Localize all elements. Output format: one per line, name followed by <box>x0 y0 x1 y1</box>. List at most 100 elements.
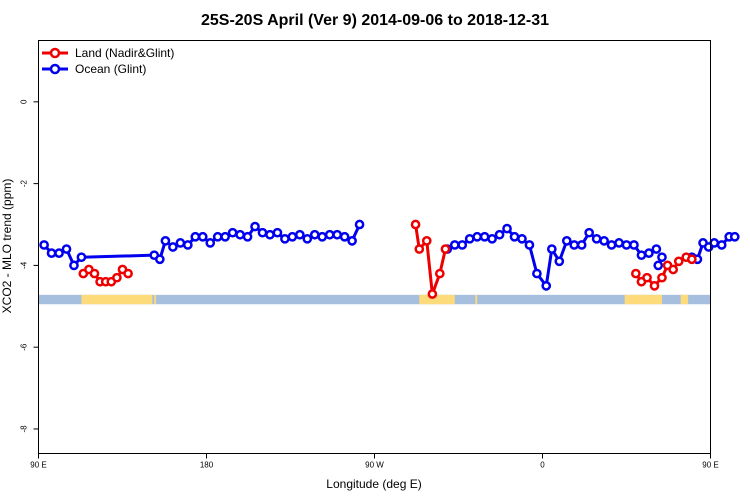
ocean-data-point <box>614 238 624 248</box>
ocean-data-point <box>479 231 490 242</box>
ocean-data-point <box>347 236 357 246</box>
land-data-point <box>642 272 652 283</box>
x-tick-label: 90 W <box>365 461 384 470</box>
ocean-data-point <box>250 221 260 232</box>
ocean-data-point <box>272 227 283 238</box>
ocean-data-point <box>449 240 460 250</box>
y-tick-label: -8 <box>20 425 29 433</box>
ocean-data-point <box>644 248 654 258</box>
land-data-point <box>421 236 432 246</box>
land-band-segment <box>624 294 662 305</box>
ocean-data-point <box>168 242 178 252</box>
ocean-data-point <box>46 248 57 258</box>
ocean-data-point <box>509 231 520 242</box>
ocean-data-point <box>205 238 216 248</box>
ocean-data-point <box>541 280 552 291</box>
land-band-segment <box>154 294 157 305</box>
ocean-data-point <box>457 240 468 250</box>
x-axis: 90 E 180 90 W 0 90 E <box>30 453 719 470</box>
land-data-point <box>427 289 438 299</box>
ocean-data-point <box>599 236 609 246</box>
land-data-point <box>434 268 445 279</box>
ocean-data-point <box>317 231 328 242</box>
ocean-data-point <box>39 240 49 250</box>
data-series <box>39 219 740 299</box>
y-tick-label: -2 <box>20 180 29 188</box>
ocean-data-point <box>197 231 208 242</box>
ocean-data-point <box>220 231 231 242</box>
ocean-data-point <box>160 236 171 246</box>
ocean-data-point <box>265 229 275 240</box>
land-band-segment <box>680 294 689 305</box>
land-data-point <box>410 219 421 230</box>
ocean-data-point <box>517 233 527 244</box>
ocean-data-point <box>554 256 565 267</box>
ocean-data-point <box>175 238 186 248</box>
ocean-data-point <box>242 231 253 242</box>
ocean-data-point <box>280 233 290 244</box>
land-data-point <box>89 268 100 279</box>
ocean-data-point <box>61 244 72 254</box>
ocean-data-point <box>54 248 64 258</box>
ocean-data-point <box>494 229 505 240</box>
land-band-segment <box>475 294 478 305</box>
x-axis-label: Longitude (deg E) <box>326 477 421 491</box>
land-data-point <box>112 272 122 283</box>
ocean-data-point <box>487 233 497 244</box>
legend-entry-ocean: Ocean (Glint) <box>42 62 146 76</box>
x-tick-label: 90 E <box>30 461 46 470</box>
land-data-point <box>440 244 451 254</box>
land-data-point <box>414 244 425 254</box>
ocean-data-point <box>309 229 320 240</box>
ocean-data-point <box>190 231 201 242</box>
ocean-data-point <box>546 244 557 254</box>
ocean-data-point <box>324 229 335 240</box>
land-data-point <box>673 256 684 267</box>
ocean-data-point <box>584 227 595 238</box>
land-band-segment <box>419 294 455 305</box>
ocean-data-point <box>69 260 79 271</box>
ocean-data-point <box>257 227 268 238</box>
land-band-segment <box>81 294 153 305</box>
ocean-data-point <box>464 233 475 244</box>
ocean-data-point <box>657 252 667 263</box>
land-data-point <box>649 280 660 291</box>
legend-land-label: Land (Nadir&Glint) <box>75 46 174 60</box>
ocean-data-point <box>636 250 647 261</box>
ocean-data-point <box>294 229 305 240</box>
ocean-data-point <box>532 268 542 279</box>
ocean-data-point <box>561 236 572 246</box>
y-tick-label: -6 <box>20 343 29 351</box>
ocean-data-point <box>606 240 617 250</box>
ocean-data-point <box>76 252 87 263</box>
ocean-data-point <box>502 223 512 234</box>
ocean-data-point <box>154 254 165 265</box>
land-series-line <box>414 224 447 296</box>
y-tick-label: -4 <box>20 261 29 269</box>
land-data-point <box>630 268 641 279</box>
land-data-point <box>686 254 697 265</box>
legend-land-marker <box>49 47 61 59</box>
land-ocean-band <box>38 294 711 305</box>
ocean-data-point <box>472 231 483 242</box>
legend-ocean-marker <box>49 63 61 75</box>
x-tick-label: 90 E <box>702 461 718 470</box>
x-tick-label: 180 <box>200 461 214 470</box>
ocean-data-point <box>653 260 664 271</box>
ocean-data-point <box>729 231 740 242</box>
ocean-data-point <box>182 240 193 250</box>
land-data-point <box>657 272 667 283</box>
ocean-data-point <box>709 238 720 248</box>
ocean-data-point <box>302 233 313 244</box>
land-data-point <box>123 268 133 279</box>
ocean-data-point <box>287 231 298 242</box>
ocean-data-point <box>235 229 245 240</box>
ocean-data-point <box>524 240 535 250</box>
land-data-point <box>668 264 679 275</box>
ocean-data-point <box>339 231 350 242</box>
chart-title: 25S-20S April (Ver 9) 2014-09-06 to 2018… <box>201 12 549 29</box>
ocean-data-point <box>651 244 662 254</box>
ocean-band <box>38 294 711 305</box>
ocean-data-point <box>716 240 727 250</box>
